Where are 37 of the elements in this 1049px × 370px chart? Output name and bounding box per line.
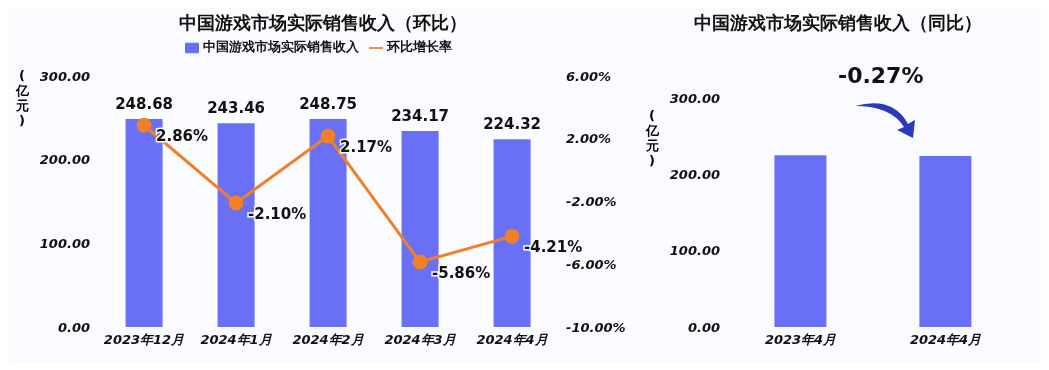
y-tick-label: 200.00: [669, 166, 720, 182]
x-tick-label: 2024年3月: [384, 332, 456, 348]
y2-tick-label: 2.00%: [566, 131, 612, 147]
point: [228, 195, 244, 211]
data-label: 248.75: [299, 94, 358, 113]
legend-label: 中国游戏市场实际销售收入: [202, 39, 359, 54]
x-tick-label: 2024年4月: [476, 332, 548, 348]
chart-title: 中国游戏市场实际销售收入（环比）: [178, 11, 468, 35]
x-tick-label: 2023年12月: [103, 332, 185, 348]
y-tick-label: 200.00: [39, 152, 90, 168]
text: -0.27%: [838, 63, 924, 88]
point: [412, 254, 428, 270]
data-label: 243.46: [207, 99, 266, 118]
point: [504, 228, 520, 244]
y2-tick-label: -2.00%: [566, 194, 617, 210]
data-label: 224.32: [483, 115, 542, 134]
data-label: 248.68: [115, 94, 174, 113]
legend-label: 环比增长率: [386, 39, 452, 54]
x-tick-label: 2024年4月: [909, 332, 982, 348]
y-tick-label: 0.00: [57, 319, 90, 335]
y-tick-label: 300.00: [669, 90, 720, 106]
point: [136, 117, 152, 133]
x-tick-label: 2024年2月: [292, 332, 364, 348]
y-tick-label: 100.00: [669, 243, 720, 259]
y-axis-title: (亿元): [644, 108, 660, 168]
x-tick-label: 2023年4月: [764, 332, 837, 348]
chart-title: 中国游戏市场实际销售收入（同比）: [693, 11, 983, 35]
y-tick-label: 100.00: [39, 235, 90, 251]
y-tick-label: 300.00: [39, 68, 90, 84]
x-tick-label: 2024年1月: [200, 332, 272, 348]
point: [320, 128, 336, 144]
y-tick-label: 0.00: [687, 319, 720, 335]
y-axis-title: (亿元): [14, 68, 30, 128]
y2-tick-label: 6.00%: [566, 68, 612, 84]
y2-tick-label: -10.00%: [566, 319, 626, 335]
data-label: 234.17: [391, 107, 450, 126]
y2-tick-label: -6.00%: [566, 256, 617, 272]
